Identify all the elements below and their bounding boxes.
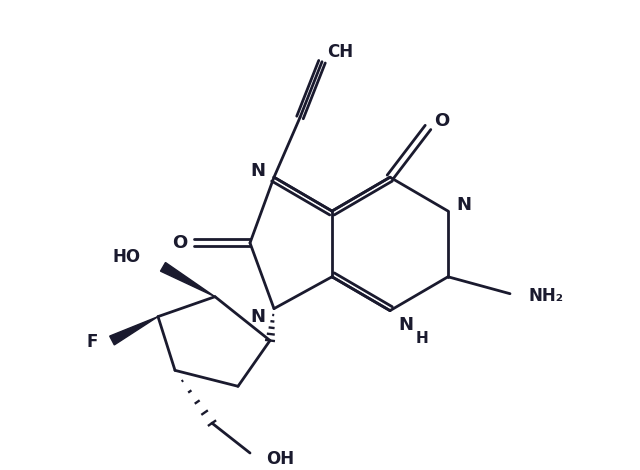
Text: O: O bbox=[435, 112, 450, 131]
Polygon shape bbox=[161, 263, 215, 297]
Text: O: O bbox=[172, 234, 188, 252]
Text: H: H bbox=[415, 331, 428, 346]
Text: OH: OH bbox=[266, 450, 294, 468]
Text: N: N bbox=[250, 162, 266, 180]
Text: CH: CH bbox=[327, 43, 353, 61]
Text: F: F bbox=[86, 334, 98, 352]
Text: N: N bbox=[399, 315, 413, 334]
Text: N: N bbox=[456, 196, 472, 214]
Text: N: N bbox=[250, 307, 266, 326]
Polygon shape bbox=[109, 317, 158, 345]
Text: HO: HO bbox=[113, 248, 141, 266]
Text: NH₂: NH₂ bbox=[528, 287, 563, 305]
